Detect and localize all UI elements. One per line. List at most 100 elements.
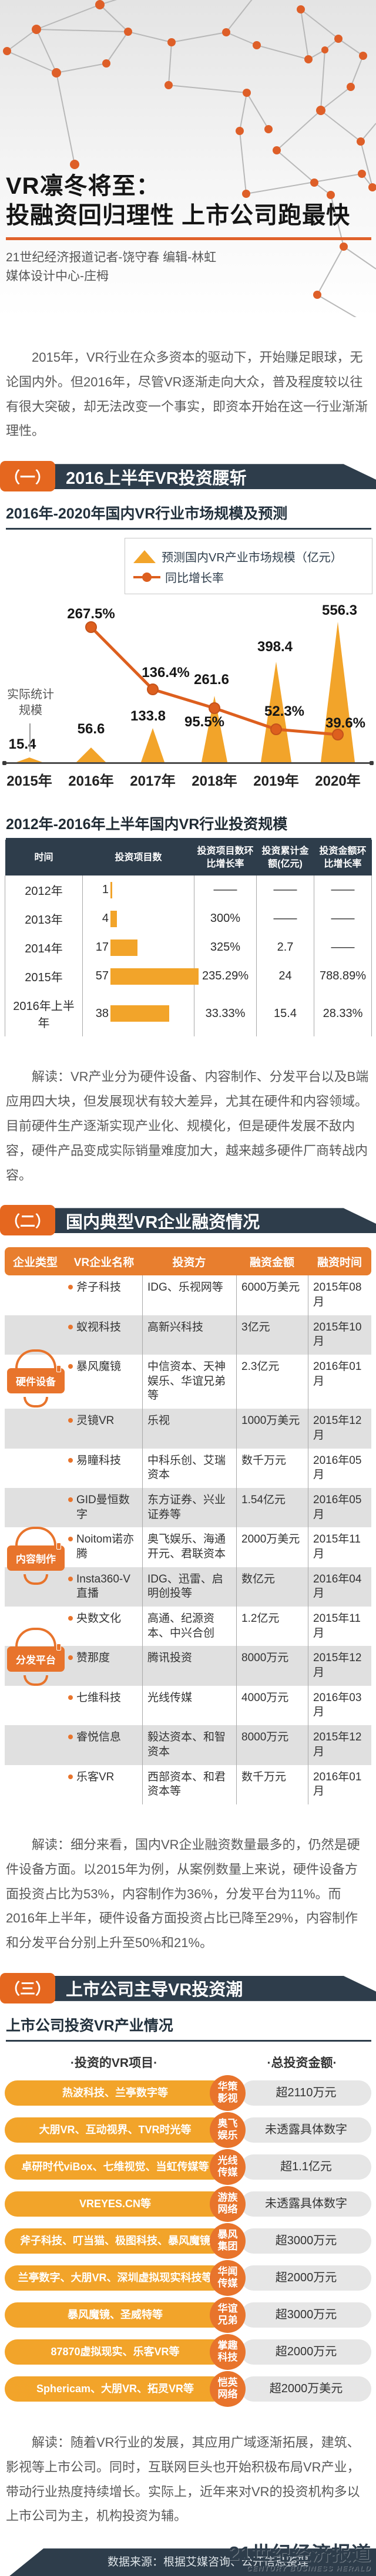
funding-row: 暴风魔镜 中信资本、天神娱乐、华谊兄弟等 2.3亿元 2016年01月 <box>5 1355 371 1409</box>
year-tick-2019: 2019年 <box>253 773 299 790</box>
value-label-2016: 56.6 <box>77 721 105 738</box>
year-tick-2015: 2015年 <box>6 773 52 790</box>
projects-pill: Sphericam、大朋VR、拓灵VR等 <box>5 2376 226 2402</box>
triangle-2019 <box>261 662 291 763</box>
investor-cell: 高新兴科技 <box>142 1315 236 1355</box>
listed-co-column-labels: ·投资的VR项目· ·总投资金额· <box>0 2053 376 2071</box>
investor-cell: 高通、纪源资本、中兴合创 <box>142 1607 236 1646</box>
amount-cell: 数亿元 <box>236 1567 308 1607</box>
projects-pill: 87870虚拟现实、乐客VR等 <box>5 2339 226 2365</box>
listed-co-row: VREYES.CN等 游族网络 未透露具体数字 <box>0 2186 376 2222</box>
funding-row: 睿悦信息 毅达资本、和智资本 8000万元 2015年12月 <box>5 1725 371 1765</box>
amount-cell: 8000万元 <box>236 1646 308 1686</box>
category-badge-hardware: 硬件设备 <box>7 1349 65 1408</box>
company-circle: 掌趣科技 <box>210 2333 246 2370</box>
section-1-title: 2016上半年VR投资腰斩 <box>51 464 376 490</box>
amount-cell: 6000万美元 <box>236 1275 308 1315</box>
growth-rate-line <box>85 621 344 741</box>
value-label-2020: 556.3 <box>321 602 358 619</box>
table-row-2015: 2015年 57 235.29% 24 788.89% <box>5 962 372 991</box>
funding-row: 易瞳科技 中科乐创、艾瑞资本 数千万元 2016年05月 <box>5 1448 371 1488</box>
hero: VR凛冬将至： 投融资回归理性 上市公司跑最快 21世纪经济报道记者-饶守春 编… <box>0 0 376 317</box>
col-funding-date: 融资时间 <box>317 1256 362 1269</box>
amount-cell: 4000万元 <box>236 1685 308 1726</box>
investor-cell: 光线传媒 <box>142 1685 236 1726</box>
listed-co-row: 87870虚拟现实、乐客VR等 掌趣科技 超2000万元 <box>0 2333 376 2370</box>
col-project-count: 投资项目数 <box>82 840 194 876</box>
date-cell: 2016年01月 <box>308 1765 371 1804</box>
company-circle: 恺英网络 <box>210 2370 246 2407</box>
company-cell: 斧子科技 <box>66 1275 142 1315</box>
table-row-2016h1: 2016年上半年 38 33.33% 15.4 28.33% <box>5 991 372 1037</box>
date-cell: 2016年04月 <box>308 1567 371 1607</box>
date-cell: 2015年12月 <box>308 1646 371 1686</box>
triangle-2015 <box>16 757 42 763</box>
column-label-projects: ·投资的VR项目· <box>70 2056 158 2070</box>
investor-cell: IDG、乐视网等 <box>142 1275 236 1315</box>
line-dot-marker-icon <box>133 572 160 582</box>
listed-co-row: 斧子科技、叮当猫、极图科技、暴风魔镜 暴风集团 超3000万元 <box>0 2223 376 2259</box>
company-cell: 赞那度 <box>66 1646 142 1685</box>
funding-row: 央数文化 高通、纪源资本、中兴合创 1.2亿元 2015年11月 <box>5 1607 371 1646</box>
interpretation-3: 解读：随着VR行业的发展，其应用广域逐渐拓展，建筑、影视等上市公司。同时，互联网… <box>6 2434 360 2524</box>
value-label-2018: 261.6 <box>193 672 230 688</box>
projects-pill: 卓研时代viBox、七维视觉、当虹传媒等 <box>5 2154 226 2180</box>
company-cell: 蚁视科技 <box>66 1315 142 1355</box>
amount-cell: 2.3亿元 <box>236 1355 308 1409</box>
funding-row: 七维科技 光线传媒 4000万元 2016年03月 <box>5 1685 371 1726</box>
year-tick-2018: 2018年 <box>192 773 237 790</box>
category-badge-distribution: 分发平台 <box>7 1628 65 1686</box>
funding-table-body: 硬件设备 内容制作 分发平台 斧子科技 IDG、乐视网等 6000万美元 2015年0… <box>5 1275 371 1804</box>
company-circle: 光线传媒 <box>210 2149 246 2185</box>
company-cell: 易瞳科技 <box>66 1449 142 1488</box>
footer: 数据来源：根据艾媒咨询、公开信息整理 21世纪经济报道 CENTURY BUSI… <box>0 2544 376 2576</box>
byline-design: 媒体设计中心-庄栂 <box>6 269 109 283</box>
triangle-2017 <box>141 728 164 763</box>
table-row-2012: 2012年 1 —— —— —— <box>5 875 372 905</box>
annotation-leader-line <box>29 723 31 752</box>
date-cell: 2015年12月 <box>308 1409 371 1449</box>
interpretation-1: 解读：VR产业分为硬件设备、内容制作、分发平台以及B端应用四大块，但发展现状有较… <box>6 1069 369 1183</box>
section-2-badge: （二） <box>0 1205 55 1236</box>
company-cell: Noitom诺亦腾 <box>66 1527 142 1567</box>
smile-icon <box>24 1675 48 1686</box>
project-count-bar <box>110 1005 169 1022</box>
section-1-header: （一） 2016上半年VR投资腰斩 <box>0 461 376 492</box>
funding-row: 斧子科技 IDG、乐视网等 6000万美元 2015年08月 <box>5 1275 371 1315</box>
section-3-title: 上市公司主导VR投资潮 <box>51 1975 376 2001</box>
table-row-2013: 2013年 4 300% —— —— <box>5 904 372 934</box>
section-2-title: 国内典型VR企业融资情况 <box>51 1208 376 1234</box>
date-cell: 2016年05月 <box>308 1487 371 1528</box>
company-cell: 乐客VR <box>66 1765 142 1804</box>
project-count-bar <box>110 881 112 898</box>
growth-label-2019: 52.3% <box>264 703 305 720</box>
amount-pill: 超3000万元 <box>241 2228 371 2254</box>
section-3-subtitle: 上市公司投资VR产业情况 <box>6 2014 371 2042</box>
listed-co-list: 热波科技、兰亭数字等 华策影视 超2110万元 大朋VR、互动视界、TVR时光等 奥飞… <box>0 2075 376 2407</box>
intro-paragraph: 2015年，VR行业在众多资本的驱动下，开始赚足眼球，无论国内外。但2016年，… <box>6 350 368 439</box>
value-label-2019: 398.4 <box>257 639 293 655</box>
col-company-type: 企业类型 <box>12 1256 58 1269</box>
col-vr-company: VR企业名称 <box>73 1256 135 1269</box>
byline-reporter: 21世纪经济报道记者-饶守春 编辑-林虹 <box>6 251 217 264</box>
date-cell: 2015年08月 <box>308 1275 371 1315</box>
year-tick-2016: 2016年 <box>68 773 114 790</box>
date-cell: 2015年12月 <box>308 1725 371 1765</box>
watermark-en: CENTURY BUSINESS HERALD <box>246 2564 371 2573</box>
investor-cell: 毅达资本、和智资本 <box>142 1725 236 1765</box>
funding-row: 蚁视科技 高新兴科技 3亿元 2015年10月 <box>5 1315 371 1355</box>
amount-cell: 数千万元 <box>236 1448 308 1488</box>
smile-icon <box>24 1397 48 1408</box>
col-count-qoq: 投资项目数环比增长率 <box>194 840 257 876</box>
listed-co-row: 兰亭数字、大朋VR、深圳虚拟现实科技等 华闻传媒 超2000万元 <box>0 2260 376 2296</box>
listed-co-row: 大朋VR、互动视界、TVR时光等 奥飞娱乐 未透露具体数字 <box>0 2112 376 2148</box>
project-count-bar <box>110 910 117 927</box>
projects-pill: 暴风魔镜、圣威特等 <box>5 2302 226 2328</box>
funding-row: GID曼恒数字 东方证券、兴业证券等 1.54亿元 2016年05月 <box>5 1487 371 1528</box>
column-label-amount: ·总投资金额· <box>267 2056 337 2070</box>
legend-item-growth: 同比增长率 <box>133 568 366 585</box>
amount-pill: 超2000万美元 <box>241 2376 371 2402</box>
vr-headset-icon <box>15 1628 56 1647</box>
funding-row: 乐客VR 西部资本、和君资本等 数千万元 2016年01月 <box>5 1765 371 1804</box>
investor-cell: 东方证券、兴业证券等 <box>142 1487 236 1528</box>
